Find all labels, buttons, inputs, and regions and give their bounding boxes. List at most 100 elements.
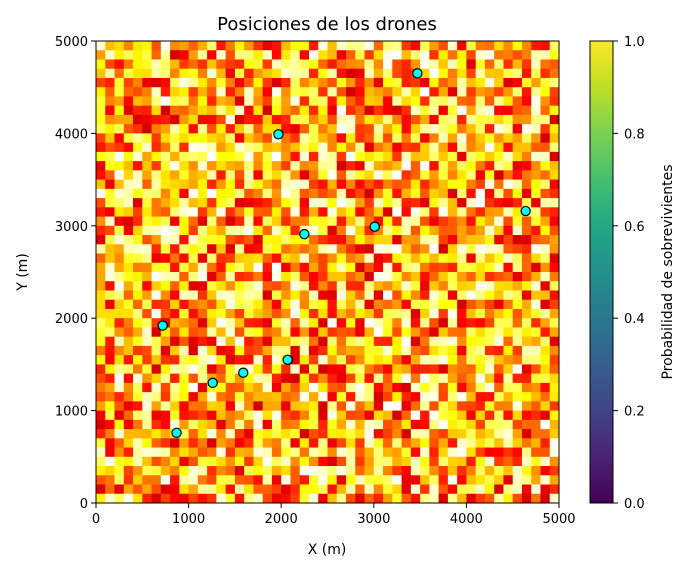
heatmap-cell	[207, 392, 217, 402]
heatmap-cell	[521, 475, 532, 485]
heatmap-cell	[271, 41, 282, 51]
heatmap-cell	[512, 438, 523, 448]
heatmap-cell	[475, 410, 486, 421]
heatmap-cell	[262, 188, 273, 199]
heatmap-cell	[133, 364, 143, 375]
heatmap-cell	[327, 272, 338, 282]
heatmap-cell	[475, 114, 486, 125]
heatmap-cell	[401, 225, 412, 236]
heatmap-cell	[123, 59, 134, 70]
heatmap-cell	[105, 142, 115, 153]
heatmap-cell	[133, 253, 143, 264]
heatmap-cell	[114, 364, 125, 375]
heatmap-cell	[142, 50, 152, 60]
heatmap-cell	[512, 364, 523, 375]
heatmap-cell	[494, 142, 504, 153]
heatmap-cell	[512, 318, 523, 328]
heatmap-cell	[327, 410, 338, 421]
heatmap-cell	[207, 429, 217, 439]
heatmap-cell	[420, 41, 430, 51]
heatmap-cell	[151, 345, 162, 356]
heatmap-cell	[308, 41, 319, 51]
heatmap-cell	[123, 225, 134, 236]
heatmap-cell	[262, 438, 273, 448]
heatmap-cell	[364, 272, 375, 282]
heatmap-cell	[244, 419, 254, 430]
heatmap-cell	[170, 484, 180, 495]
heatmap-cell	[512, 272, 523, 282]
heatmap-cell	[308, 235, 319, 245]
heatmap-cell	[271, 401, 282, 411]
heatmap-cell	[355, 392, 365, 402]
heatmap-cell	[438, 114, 449, 125]
heatmap-cell	[253, 207, 264, 217]
heatmap-cell	[549, 484, 560, 495]
heatmap-cell	[503, 382, 514, 393]
heatmap-cell	[429, 151, 440, 162]
heatmap-cell	[475, 188, 486, 199]
heatmap-cell	[234, 198, 245, 208]
heatmap-cell	[475, 429, 486, 439]
heatmap-cell	[355, 77, 365, 88]
heatmap-cell	[392, 493, 402, 504]
heatmap-cell	[466, 161, 477, 171]
heatmap-cell	[197, 392, 208, 402]
heatmap-cell	[253, 456, 264, 467]
heatmap-cell	[549, 124, 560, 134]
heatmap-cell	[133, 87, 143, 97]
heatmap-cell	[484, 299, 495, 310]
heatmap-cell	[420, 59, 430, 70]
heatmap-cell	[549, 475, 560, 485]
heatmap-cell	[503, 355, 514, 365]
heatmap-cell	[355, 170, 365, 180]
heatmap-cell	[281, 235, 291, 245]
heatmap-cell	[475, 419, 486, 430]
heatmap-cell	[327, 327, 338, 338]
heatmap-cell	[531, 105, 541, 116]
heatmap-cell	[447, 419, 458, 430]
heatmap-cell	[105, 373, 115, 384]
heatmap-cell	[188, 235, 199, 245]
heatmap-cell	[355, 124, 365, 134]
heatmap-cell	[512, 151, 523, 162]
heatmap-cell	[271, 244, 282, 254]
heatmap-cell	[262, 262, 273, 273]
heatmap-cell	[216, 382, 227, 393]
heatmap-cell	[466, 475, 477, 485]
heatmap-cell	[170, 401, 180, 411]
heatmap-cell	[327, 142, 338, 153]
heatmap-cell	[142, 345, 152, 356]
heatmap-cell	[383, 225, 393, 236]
heatmap-cell	[364, 253, 375, 264]
heatmap-cell	[123, 198, 134, 208]
heatmap-cell	[114, 419, 125, 430]
heatmap-cell	[484, 105, 495, 116]
heatmap-cell	[290, 68, 301, 79]
heatmap-cell	[299, 151, 310, 162]
heatmap-cell	[308, 345, 319, 356]
heatmap-cell	[216, 438, 227, 448]
heatmap-cell	[410, 327, 421, 338]
heatmap-cell	[410, 235, 421, 245]
heatmap-cell	[355, 114, 365, 125]
heatmap-cell	[253, 382, 264, 393]
heatmap-cell	[142, 401, 152, 411]
heatmap-cell	[512, 216, 523, 227]
heatmap-cell	[429, 235, 440, 245]
heatmap-cell	[549, 299, 560, 310]
heatmap-cell	[410, 429, 421, 439]
heatmap-cell	[355, 244, 365, 254]
heatmap-cell	[105, 290, 115, 301]
heatmap-cell	[188, 50, 199, 60]
heatmap-cell	[373, 336, 384, 347]
heatmap-cell	[429, 207, 440, 217]
heatmap-cell	[410, 87, 421, 97]
heatmap-cell	[383, 207, 393, 217]
heatmap-cell	[373, 87, 384, 97]
heatmap-cell	[466, 456, 477, 467]
heatmap-cell	[549, 345, 560, 356]
heatmap-cell	[197, 281, 208, 291]
heatmap-cell	[475, 244, 486, 254]
heatmap-cell	[197, 493, 208, 504]
heatmap-cell	[401, 345, 412, 356]
